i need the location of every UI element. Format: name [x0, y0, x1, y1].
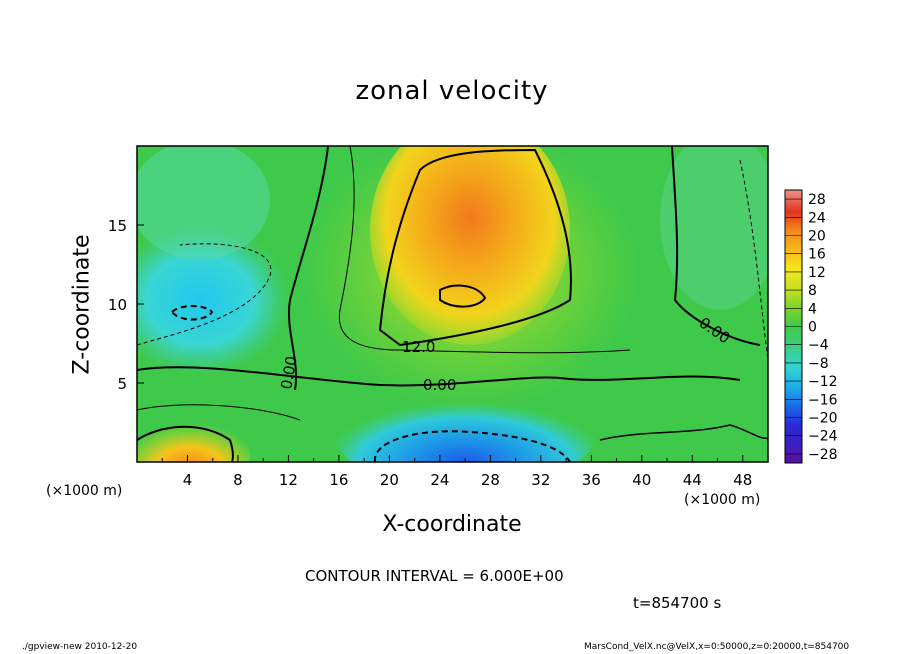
contour-neg-12: [373, 430, 571, 462]
colorbar-tick-label: −4: [808, 338, 829, 354]
heatmap-blue-region: [335, 380, 595, 462]
colorbar-ticks: 28 24 20 16 12 8 4 0 −4 −8 −12 −16 −20 −24 −28: [785, 192, 838, 463]
contour-lines: [137, 146, 768, 462]
contour-neg-6-right: [739, 159, 768, 361]
footer-left-text: ./gpview-new 2010-12-20: [22, 642, 138, 652]
footer-right-text: MarsCond_VelX.nc@VelX,x=0:50000,z=0:2000…: [584, 642, 850, 652]
contour-zero-right: [671, 146, 761, 346]
x-tick-label: 32: [531, 471, 550, 489]
x-tick-label: 16: [329, 471, 348, 489]
contour-6-thin: [338, 146, 631, 354]
x-tick-label: 24: [430, 471, 449, 489]
x-tick-label: 44: [683, 471, 702, 489]
colorbar-tick-label: −8: [808, 356, 829, 372]
contour-18: [439, 284, 487, 308]
y-axis-label: Z-coordinate: [69, 234, 95, 375]
contour-neg-6-thin: [137, 243, 272, 346]
contour-label-zero-mid: 0.00: [423, 376, 456, 394]
x-tick-label: 20: [380, 471, 399, 489]
contour-label-zero-left: 0.00: [277, 355, 301, 391]
contour-interval-note: CONTOUR INTERVAL = 6.000E+00: [305, 567, 564, 585]
x-tick-label: 48: [733, 471, 752, 489]
heatmap-orange-corner: [137, 415, 250, 462]
colorbar-tick-label: 0: [808, 320, 817, 336]
contour-6-bottom-left: [137, 404, 301, 421]
x-tick-label: 4: [183, 471, 193, 489]
time-stamp: t=854700 s: [633, 594, 722, 612]
contour-label-12: 12.0: [402, 338, 435, 356]
x-unit-label-right: (×1000 m): [684, 492, 761, 508]
colorbar-tick-label: −12: [808, 374, 838, 390]
contour-neg-6-left: [170, 305, 214, 321]
colorbar-tick-label: 12: [808, 265, 826, 281]
contour-zero-mid: [137, 366, 741, 387]
heatmap-field: [137, 146, 768, 462]
heatmap-cyan-region-left: [137, 225, 290, 375]
colorbar-tick-label: −20: [808, 411, 838, 427]
colorbar-tick-label: 8: [808, 283, 817, 299]
x-tick-label: 40: [632, 471, 651, 489]
colorbar-tick-label: 16: [808, 247, 826, 263]
heatmap-teal-region: [137, 146, 270, 260]
heatmap-orange-region: [370, 146, 570, 345]
contour-zero-bottom: [137, 425, 234, 462]
colorbar-tick-label: 20: [808, 229, 826, 245]
colorbar-tick-label: 4: [808, 301, 817, 317]
contour-12: [378, 148, 572, 347]
y-tick-label: 10: [108, 296, 127, 314]
contour-zero-bottom-right: [599, 424, 768, 441]
y-tick-label: 15: [108, 217, 127, 235]
chart-title: zonal velocity: [355, 76, 549, 106]
y-axis-ticks: 5 10 15: [108, 217, 144, 393]
contour-zero-left: [288, 146, 329, 391]
heatmap-teal-region-right: [660, 146, 768, 310]
x-axis-label: X-coordinate: [382, 512, 522, 537]
colorbar-tick-label: −24: [808, 429, 838, 445]
x-tick-label: 36: [582, 471, 601, 489]
colorbar-tick-label: 28: [808, 192, 826, 208]
x-tick-label: 28: [481, 471, 500, 489]
colorbar-tick-label: 24: [808, 210, 826, 226]
x-tick-label: 12: [279, 471, 298, 489]
x-unit-label-left: (×1000 m): [46, 483, 123, 499]
x-axis-ticks: 4 8 12 16 20 24 28 32 36 40 44 48: [161, 455, 752, 489]
y-tick-label: 5: [117, 375, 127, 393]
x-tick-label: 8: [233, 471, 243, 489]
colorbar-tick-label: −28: [808, 447, 838, 463]
colorbar-tick-label: −16: [808, 392, 838, 408]
